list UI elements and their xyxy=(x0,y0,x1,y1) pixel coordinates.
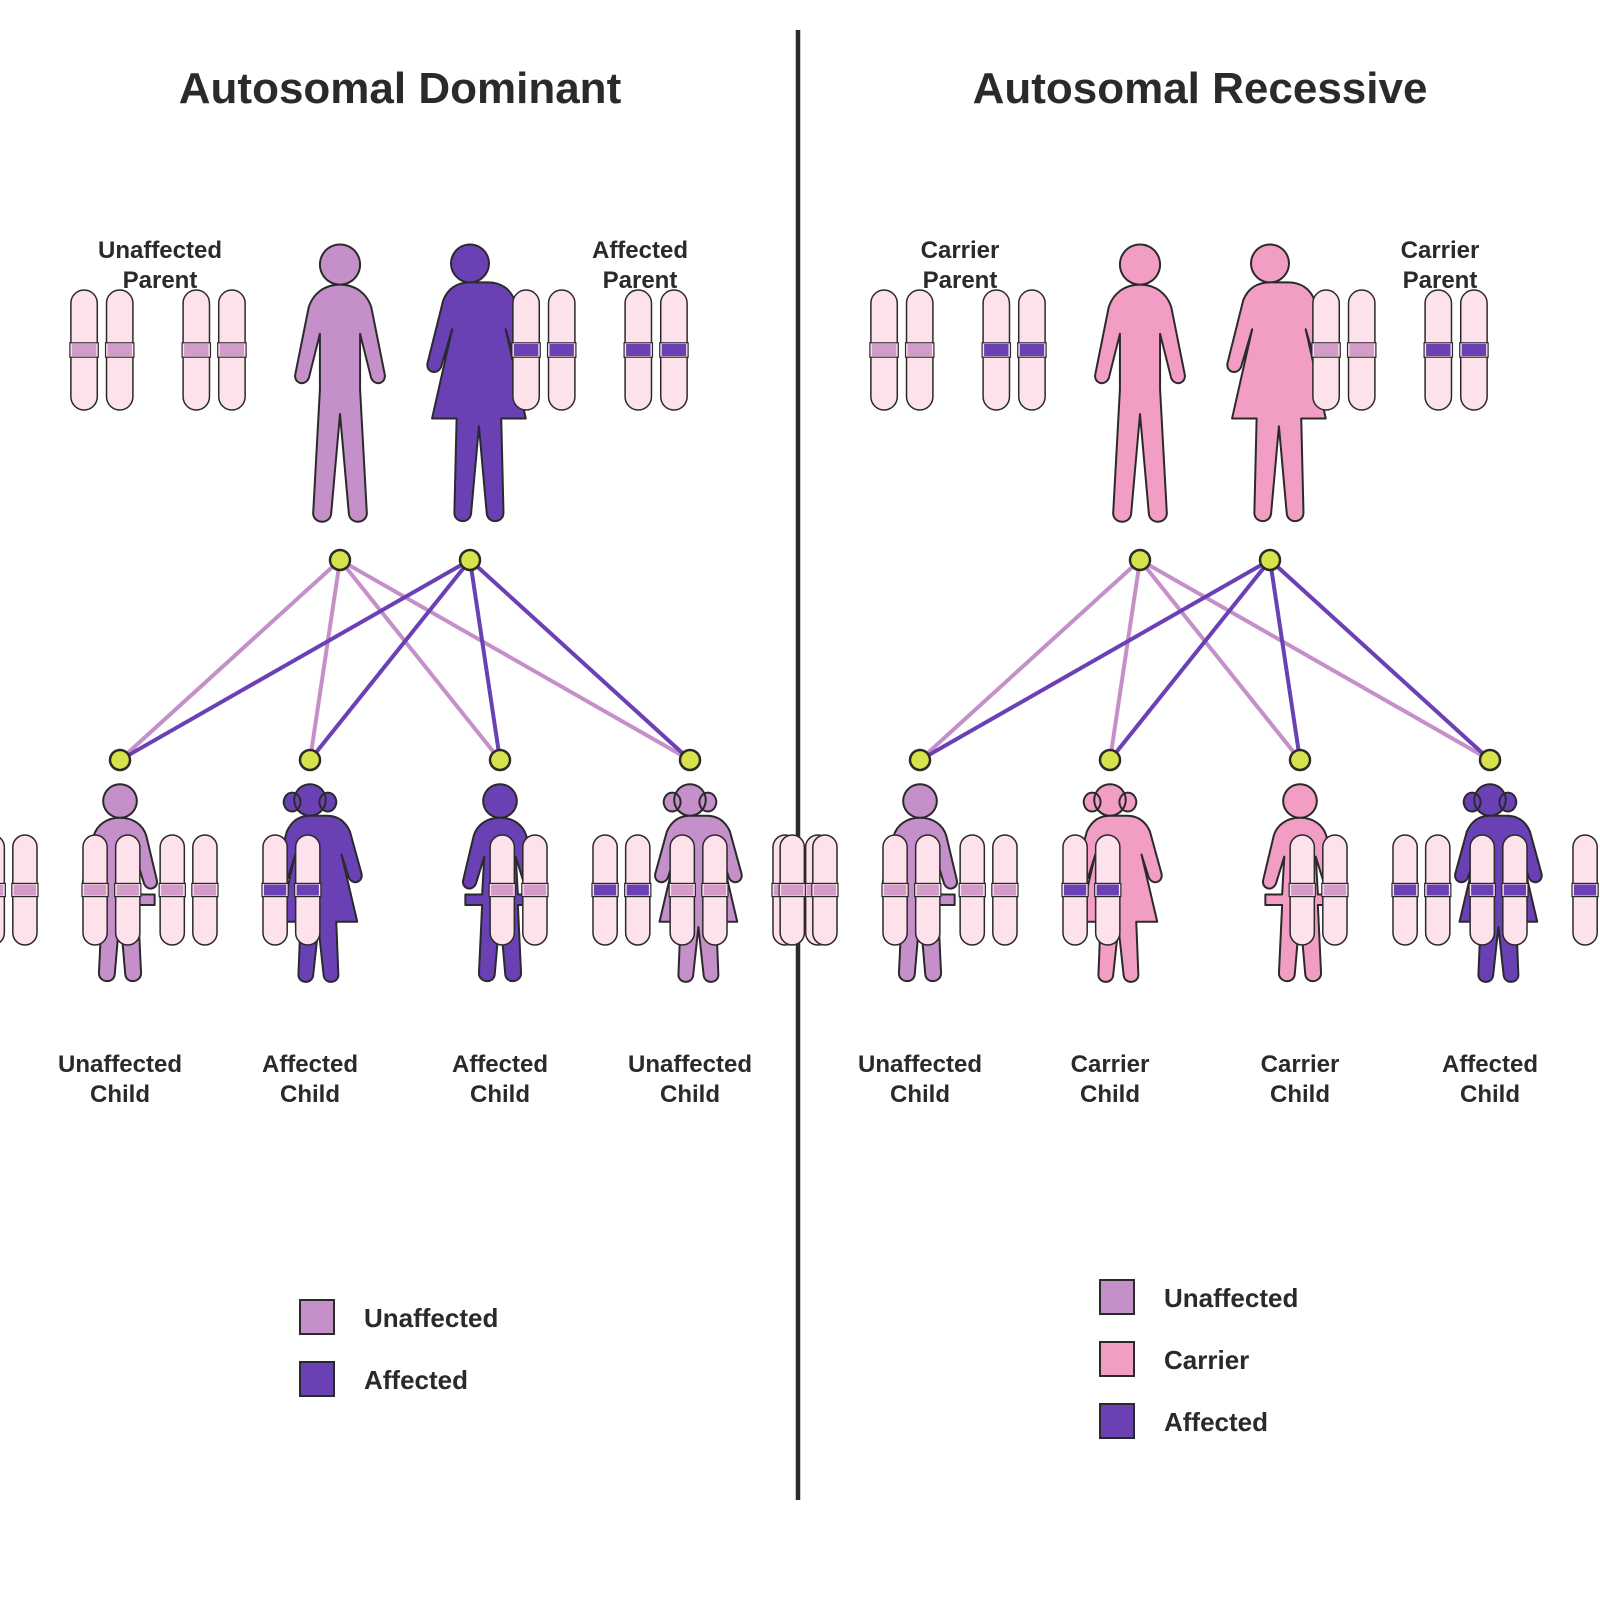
child-label: AffectedChild xyxy=(220,1050,400,1110)
panel-title: Autosomal Dominant xyxy=(120,64,680,114)
panel-title: Autosomal Recessive xyxy=(920,64,1480,114)
child-label: AffectedChild xyxy=(1400,1050,1580,1110)
parent-label: AffectedParent xyxy=(550,236,730,296)
inheritance-diagram: Autosomal Dominant UnaffectedParent Affect… xyxy=(0,0,1600,1600)
parent-label: CarrierParent xyxy=(870,236,1050,296)
legend-label: Affected xyxy=(1164,1407,1268,1438)
child-label: UnaffectedChild xyxy=(30,1050,210,1110)
parent-label: UnaffectedParent xyxy=(70,236,250,296)
child-label: UnaffectedChild xyxy=(830,1050,1010,1110)
parent-label: CarrierParent xyxy=(1350,236,1530,296)
legend-label: Carrier xyxy=(1164,1345,1249,1376)
legend-label: Unaffected xyxy=(364,1303,498,1334)
child-label: CarrierChild xyxy=(1020,1050,1200,1110)
legend-label: Affected xyxy=(364,1365,468,1396)
child-label: UnaffectedChild xyxy=(600,1050,780,1110)
child-label: AffectedChild xyxy=(410,1050,590,1110)
legend-label: Unaffected xyxy=(1164,1283,1298,1314)
child-label: CarrierChild xyxy=(1210,1050,1390,1110)
